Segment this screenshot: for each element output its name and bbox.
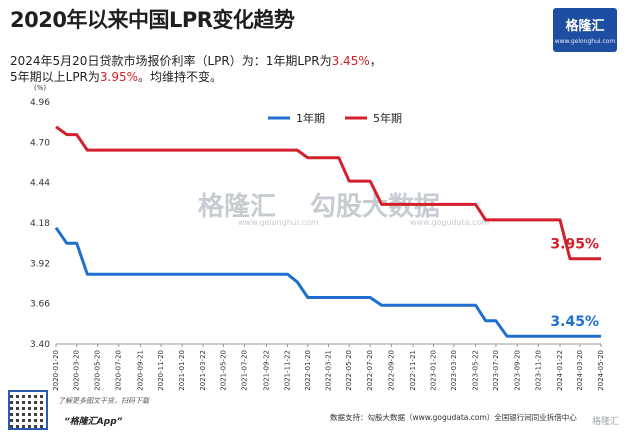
end-value-label: 3.95% xyxy=(550,237,599,253)
y-tick-label: 3.40 xyxy=(30,340,50,350)
series-line-one-year xyxy=(54,226,601,338)
x-tick-label: 2023-11-20 xyxy=(534,350,542,391)
data-source: 数据支持：勾股大数据（www.gogudata.com）全国银行间同业拆借中心 xyxy=(330,413,577,422)
x-tick-label: 2022-07-20 xyxy=(366,350,374,391)
footer-app-name: “格隆汇App” xyxy=(64,417,123,427)
x-tick-label: 2022-01-20 xyxy=(304,350,312,391)
x-tick-label: 2023-07-20 xyxy=(492,350,500,391)
x-tick-label: 2022-05-20 xyxy=(345,350,353,391)
y-tick-label: 4.70 xyxy=(30,138,50,148)
x-tick-label: 2020-11-20 xyxy=(157,350,165,391)
x-tick-label: 2024-05-20 xyxy=(597,350,605,391)
x-tick-label: 2023-01-20 xyxy=(430,350,438,391)
y-tick-label: 4.44 xyxy=(30,179,50,189)
x-tick-label: 2024-01-22 xyxy=(556,350,564,391)
y-tick-label: 4.18 xyxy=(30,219,50,229)
page-title: 2020年以来中国LPR变化趋势 xyxy=(10,8,295,32)
y-tick-label: 4.96 xyxy=(30,98,50,108)
x-tick-label: 2023-09-20 xyxy=(513,350,521,391)
watermark: 格隆汇 勾股大数据 www.gelonghui.com www.gogudata.… xyxy=(198,186,489,227)
subtitle-1-suffix: ， xyxy=(369,54,382,68)
qr-code xyxy=(8,390,48,430)
x-tick-label: 2021-05-20 xyxy=(219,350,227,391)
brand-logo: 格隆汇 www.gelonghui.com xyxy=(553,8,617,52)
subtitle-line-2: 5年期以上LPR为3.95%。均维持不变。 xyxy=(10,68,222,85)
x-tick-label: 2023-03-20 xyxy=(450,350,458,391)
x-tick-label: 2020-01-20 xyxy=(52,350,60,391)
watermark-right: 勾股大数据 xyxy=(310,192,441,222)
y-tick-label: 3.92 xyxy=(30,259,50,269)
end-value-label: 3.45% xyxy=(550,314,599,330)
x-tick-label: 2021-07-20 xyxy=(240,350,248,391)
x-tick-label: 2021-09-22 xyxy=(262,350,270,391)
watermark-left-sub: www.gelonghui.com xyxy=(238,218,319,227)
corner-watermark: 格隆汇 xyxy=(591,417,619,427)
subtitle-1-value: 3.45% xyxy=(331,54,370,68)
x-tick-label: 2022-09-20 xyxy=(388,350,396,391)
watermark-left: 格隆汇 xyxy=(198,192,277,222)
x-tick-label: 2023-05-22 xyxy=(472,350,480,391)
subtitle-2-suffix: 。均维持不变。 xyxy=(138,70,223,84)
footer-scan-text: 了解更多图文干货，扫码下载 xyxy=(58,397,149,405)
x-tick-label: 2020-09-21 xyxy=(136,350,144,391)
x-tick-label: 2021-03-22 xyxy=(199,350,207,391)
x-tick-label: 2022-11-21 xyxy=(409,350,417,391)
x-tick-label: 2020-07-20 xyxy=(115,350,123,391)
series-line-five-year xyxy=(55,125,601,261)
legend-label: 1年期 xyxy=(296,111,325,125)
x-tick-label: 2021-11-22 xyxy=(284,350,292,391)
legend-label: 5年期 xyxy=(373,111,402,125)
watermark-right-sub: www.gogudata.com xyxy=(410,218,490,227)
subtitle-2-prefix: 5年期以上LPR为 xyxy=(10,70,100,84)
subtitle-1-prefix: 2024年5月20日贷款市场报价利率（LPR）为：1年期LPR为 xyxy=(10,54,332,68)
x-tick-label: 2024-03-20 xyxy=(576,350,584,391)
y-unit-label: (%) xyxy=(34,84,46,92)
x-tick-label: 2020-03-20 xyxy=(73,350,81,391)
logo-name: 格隆汇 xyxy=(565,19,605,34)
x-tick-label: 2022-03-21 xyxy=(325,350,333,391)
logo-url: www.gelonghui.com xyxy=(554,38,616,45)
x-tick-label: 2020-05-20 xyxy=(94,350,102,391)
subtitle-line-1: 2024年5月20日贷款市场报价利率（LPR）为：1年期LPR为3.45%， xyxy=(10,52,382,69)
subtitle-2-value: 3.95% xyxy=(99,70,139,84)
x-tick-label: 2021-01-20 xyxy=(178,350,186,391)
y-tick-label: 3.66 xyxy=(30,300,50,310)
